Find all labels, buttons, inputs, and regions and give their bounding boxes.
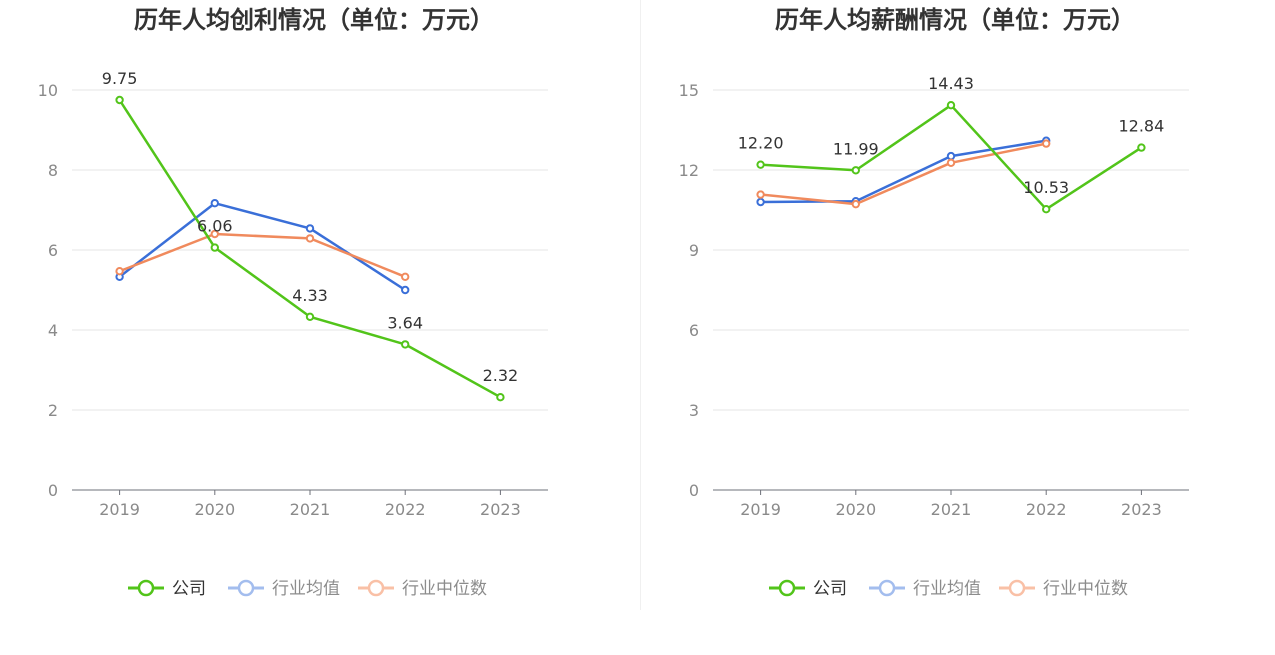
x-tick-label: 2020 — [194, 500, 235, 519]
y-tick-label: 0 — [48, 481, 58, 500]
data-point — [1137, 143, 1146, 152]
legend-circle-icon — [878, 579, 896, 597]
data-point — [305, 312, 315, 321]
legend-label: 公司 — [172, 579, 206, 599]
x-tick-label: 2022 — [1026, 500, 1067, 519]
data-point — [401, 272, 410, 281]
data-point — [946, 151, 956, 161]
data-point — [401, 340, 410, 349]
data-label: 11.99 — [833, 139, 879, 158]
y-tick-label: 8 — [48, 161, 58, 180]
legend-label: 行业均值 — [913, 579, 981, 599]
y-tick-label: 6 — [48, 241, 58, 260]
data-point — [851, 166, 861, 175]
y-tick-label: 15 — [679, 81, 699, 100]
legend-circle-icon — [1008, 579, 1026, 597]
data-label: 12.84 — [1118, 117, 1164, 136]
data-point — [305, 224, 315, 233]
y-tick-label: 3 — [689, 401, 699, 420]
y-tick-label: 10 — [38, 81, 58, 100]
data-point — [946, 158, 956, 168]
legend-item-2[interactable]: 行业中位数 — [358, 579, 487, 599]
legend-item-0[interactable]: 公司 — [769, 579, 847, 599]
chart-title: 历年人均创利情况（单位：万元） — [134, 6, 494, 34]
x-tick-label: 2022 — [385, 500, 426, 519]
data-point — [210, 243, 220, 252]
x-tick-label: 2019 — [99, 500, 140, 519]
data-point — [305, 234, 315, 243]
data-label: 9.75 — [102, 69, 138, 88]
salary-per-capita-chart: 历年人均薪酬情况（单位：万元） 0 3 6 9 12 15 2019 2020 2021 2022 2… — [641, 0, 1275, 655]
data-label: 2.32 — [483, 366, 519, 385]
x-tick-label: 2021 — [931, 500, 972, 519]
data-label: 4.33 — [292, 286, 328, 305]
data-point — [210, 199, 220, 208]
legend-circle-icon — [367, 579, 385, 597]
series-line-1 — [118, 201, 406, 292]
salary-chart-svg: 历年人均薪酬情况（单位：万元） 0 3 6 9 12 15 2019 2020 2021 2022 2… — [679, 6, 1189, 599]
legend-label: 公司 — [813, 579, 847, 599]
data-point — [1042, 139, 1051, 148]
legend-circle-icon — [778, 579, 796, 597]
data-point — [401, 285, 410, 295]
legend-circle-icon — [137, 579, 155, 597]
x-tick-label: 2023 — [480, 500, 521, 519]
data-point — [1042, 205, 1051, 214]
series-line-1 — [760, 139, 1047, 204]
legend-label: 行业均值 — [272, 579, 340, 599]
data-label: 3.64 — [387, 313, 423, 332]
chart-title: 历年人均薪酬情况（单位：万元） — [775, 6, 1135, 34]
series-line-2 — [119, 232, 406, 278]
data-label: 6.06 — [197, 217, 233, 236]
data-point — [756, 190, 765, 199]
y-tick-label: 12 — [679, 161, 699, 180]
panel-divider — [640, 0, 641, 610]
y-tick-label: 4 — [48, 321, 58, 340]
data-point — [946, 101, 956, 110]
legend-label: 行业中位数 — [402, 579, 487, 599]
legend-circle-icon — [237, 579, 255, 597]
profit-chart-svg: 历年人均创利情况（单位：万元） 0 2 4 6 8 10 2019 2020 2021 2022 20… — [38, 6, 548, 599]
x-tick-label: 2023 — [1121, 500, 1162, 519]
legend-item-0[interactable]: 公司 — [128, 579, 206, 599]
y-tick-label: 6 — [689, 321, 699, 340]
y-tick-label: 2 — [48, 401, 58, 420]
data-point — [851, 199, 861, 209]
x-tick-label: 2019 — [740, 500, 781, 519]
legend-item-1[interactable]: 行业均值 — [228, 579, 340, 599]
data-point — [496, 393, 505, 402]
data-label: 10.53 — [1023, 178, 1069, 197]
profit-per-capita-chart: 历年人均创利情况（单位：万元） 0 2 4 6 8 10 2019 2020 2021 2022 20… — [38, 6, 548, 599]
y-tick-label: 0 — [689, 481, 699, 500]
y-tick-label: 9 — [689, 241, 699, 260]
data-point — [210, 229, 220, 239]
data-point — [115, 95, 124, 105]
data-point — [756, 160, 765, 169]
legend-item-1[interactable]: 行业均值 — [869, 579, 981, 599]
x-tick-label: 2020 — [835, 500, 876, 519]
data-label: 14.43 — [928, 74, 974, 93]
data-point — [115, 267, 124, 276]
data-point — [756, 197, 765, 207]
legend-label: 行业中位数 — [1043, 579, 1128, 599]
legend-item-2[interactable]: 行业中位数 — [999, 579, 1128, 599]
series-line-2 — [760, 142, 1047, 206]
data-label: 12.20 — [738, 134, 784, 153]
x-tick-label: 2021 — [290, 500, 331, 519]
